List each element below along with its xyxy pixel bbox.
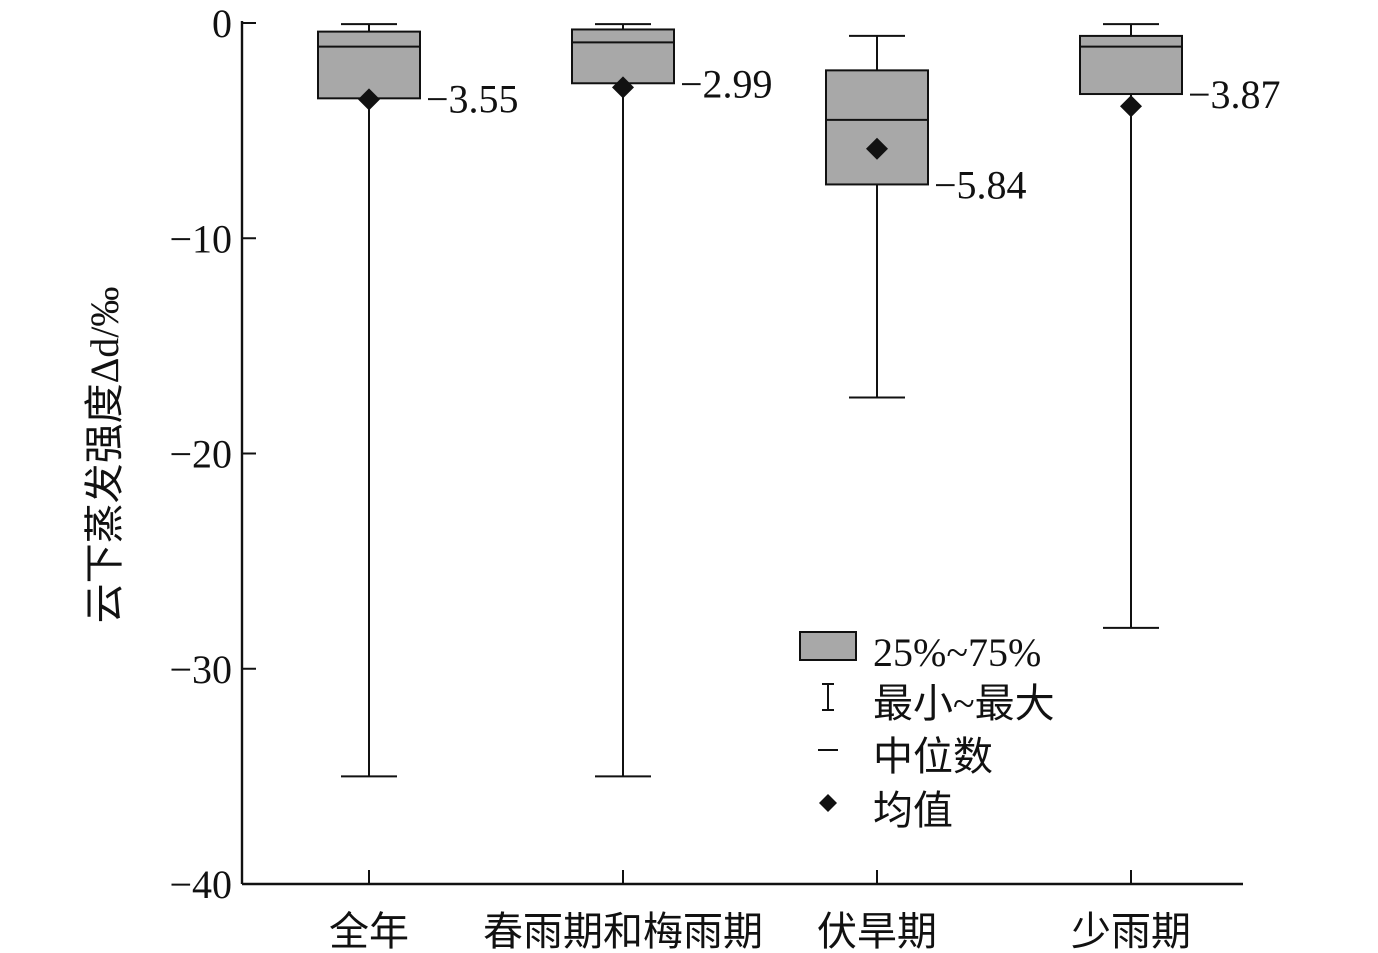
axes: 0 −10 −20 −30 −40 全年 春雨期和梅雨期 伏旱期 少雨期 — [169, 1, 1243, 953]
mean-value-label: −2.99 — [680, 61, 773, 106]
legend-label: 中位数 — [873, 734, 993, 779]
legend-label: 均值 — [873, 788, 953, 833]
iqr-box — [317, 30, 421, 100]
legend-label: 25%~75% — [873, 630, 1041, 675]
mean-marker — [866, 137, 888, 160]
y-tick-label: −30 — [169, 647, 232, 692]
legend-box-swatch — [799, 631, 857, 661]
iqr-box — [571, 28, 675, 85]
legend-whisker-swatch — [822, 683, 834, 711]
legend-mean-swatch — [819, 794, 837, 812]
box-2 — [571, 23, 675, 778]
box-3 — [825, 34, 929, 399]
mean-value-label: −3.87 — [1188, 72, 1281, 117]
y-tick-label: −20 — [169, 432, 232, 477]
box-series — [317, 23, 1183, 778]
y-tick-label: 0 — [212, 1, 232, 46]
x-tick-label: 伏旱期 — [817, 909, 937, 953]
y-axis-label: 云下蒸发强度Δd/‰ — [82, 287, 127, 624]
box-4 — [1079, 23, 1183, 629]
data-labels: −3.55 −2.99 −5.84 −3.87 — [426, 61, 1281, 207]
legend-label: 最小~最大 — [873, 681, 1055, 726]
iqr-box — [825, 69, 929, 186]
x-tick-label: 春雨期和梅雨期 — [483, 909, 763, 953]
mean-value-label: −3.55 — [426, 76, 519, 121]
mean-marker — [1120, 95, 1142, 118]
box-1 — [317, 23, 421, 778]
mean-value-label: −5.84 — [934, 162, 1027, 207]
iqr-box — [1079, 34, 1183, 96]
y-tick-label: −10 — [169, 216, 232, 261]
x-tick-label: 少雨期 — [1071, 909, 1191, 953]
y-tick-label: −40 — [169, 862, 232, 907]
mean-marker — [358, 88, 380, 111]
mean-marker — [612, 76, 634, 99]
x-tick-label: 全年 — [329, 909, 409, 953]
